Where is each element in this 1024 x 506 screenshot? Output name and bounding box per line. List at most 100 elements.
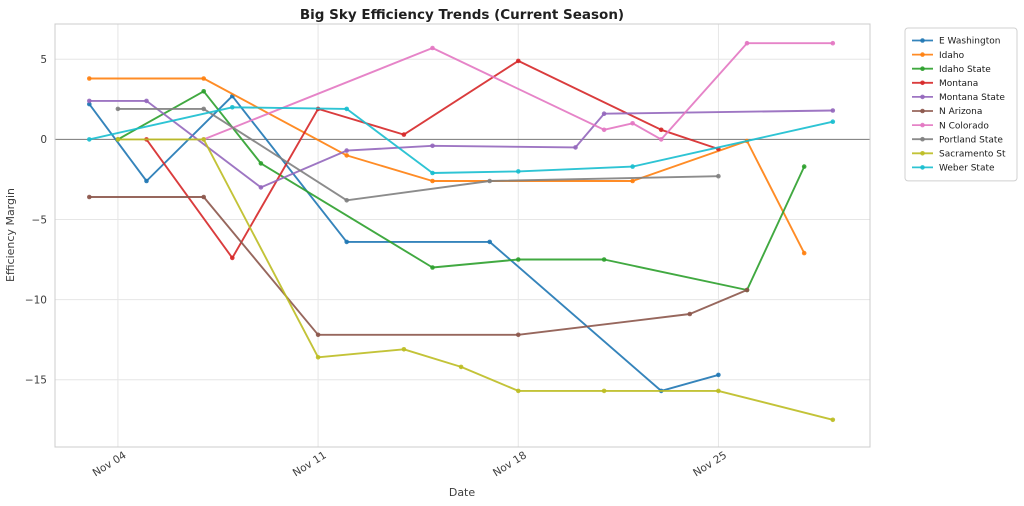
series-montana-state: [87, 98, 836, 190]
legend-item: N Colorado: [912, 121, 989, 131]
data-point-marker: [430, 45, 435, 51]
data-point-marker: [230, 105, 235, 110]
data-point-marker: [716, 388, 721, 394]
data-point-marker: [344, 239, 350, 245]
legend-label: E Washington: [939, 37, 1000, 47]
y-tick-label: 5: [40, 54, 47, 66]
data-point-marker: [87, 76, 92, 81]
series-line: [88, 196, 748, 336]
data-point-marker: [516, 388, 521, 394]
legend-swatch-marker: [920, 122, 925, 128]
data-point-marker: [201, 137, 206, 142]
legend-swatch-marker: [920, 165, 925, 170]
legend-item: Idaho State: [912, 65, 991, 75]
data-point-marker: [801, 250, 807, 256]
legend-swatch-marker: [920, 52, 925, 57]
data-point-marker: [230, 255, 235, 261]
data-point-marker: [344, 148, 350, 153]
x-tick-label: Nov 18: [491, 449, 529, 479]
legend-item: Idaho: [912, 51, 965, 61]
legend-label: Montana: [939, 79, 978, 89]
data-point-marker: [458, 364, 464, 370]
data-point-marker: [801, 164, 807, 169]
data-point-marker: [258, 185, 264, 190]
legend-item: Portland State: [912, 135, 1003, 145]
data-point-marker: [658, 137, 664, 142]
series-sacramento-st: [115, 137, 836, 423]
series-weber-state: [87, 105, 836, 176]
data-point-marker: [830, 417, 836, 423]
legend-swatch-marker: [920, 94, 925, 100]
data-point-marker: [144, 98, 149, 104]
data-point-marker: [516, 332, 521, 338]
data-point-marker: [601, 111, 607, 116]
legend-swatch-marker: [920, 66, 925, 71]
data-point-marker: [401, 132, 407, 137]
legend-item: N Arizona: [912, 107, 982, 117]
data-point-marker: [487, 178, 493, 184]
data-point-marker: [430, 265, 435, 270]
plot-border: [54, 23, 871, 448]
legend-swatch-marker: [920, 80, 925, 86]
data-point-marker: [516, 169, 521, 174]
data-point-marker: [487, 239, 493, 245]
legend-label: Idaho: [939, 51, 965, 61]
y-tick-label: 0: [40, 134, 47, 146]
series-line: [88, 99, 834, 189]
y-axis-label: Efficiency Margin: [4, 188, 17, 282]
x-tick-label: Nov 25: [691, 449, 729, 479]
data-point-marker: [630, 164, 635, 169]
legend-item: Weber State: [912, 164, 995, 174]
data-point-marker: [601, 388, 607, 394]
data-point-marker: [430, 143, 435, 149]
chart-title: Big Sky Efficiency Trends (Current Seaso…: [300, 7, 624, 23]
data-point-marker: [201, 194, 206, 200]
data-point-marker: [115, 137, 121, 142]
data-point-marker: [830, 108, 836, 113]
data-point-marker: [87, 194, 92, 200]
series-portland-state: [115, 106, 721, 203]
data-point-marker: [201, 106, 206, 112]
data-point-marker: [344, 153, 350, 158]
data-point-marker: [601, 127, 607, 133]
x-axis-label: Date: [449, 486, 476, 499]
grid-layer: [55, 24, 870, 447]
data-point-marker: [144, 178, 149, 184]
legend-swatch-marker: [920, 108, 925, 114]
legend-label: Portland State: [939, 135, 1003, 145]
legend-label: Montana State: [939, 93, 1005, 103]
data-point-marker: [430, 178, 435, 184]
data-point-marker: [87, 101, 92, 107]
legend: E Washington Idaho Idaho State Montana Monta…: [904, 27, 1018, 182]
legend-box: [904, 27, 1018, 182]
legend-label: Sacramento St: [939, 150, 1006, 160]
data-point-marker: [430, 170, 435, 176]
y-tick-label: −10: [25, 294, 47, 306]
series-idaho: [87, 76, 807, 256]
x-tick-label: Nov 04: [91, 449, 129, 479]
data-point-marker: [87, 137, 92, 142]
legend-item: Montana State: [912, 93, 1005, 103]
data-point-marker: [573, 145, 578, 150]
data-point-marker: [315, 332, 321, 338]
data-point-marker: [716, 372, 721, 378]
legend-label: Weber State: [939, 164, 995, 174]
legend-item: E Washington: [912, 37, 1000, 47]
data-point-marker: [630, 178, 635, 184]
series-n-colorado: [201, 40, 836, 142]
data-point-marker: [601, 257, 607, 262]
series-line: [145, 59, 720, 259]
legend-swatch-marker: [920, 136, 925, 142]
data-point-marker: [315, 355, 321, 360]
axis-layer: 5 0 −5 −10 −15 Nov 04 Nov 11 Nov 18 Nov 25: [25, 23, 871, 479]
data-point-marker: [830, 119, 836, 124]
legend-swatch-marker: [920, 151, 925, 156]
data-point-marker: [716, 173, 721, 179]
data-point-marker: [201, 89, 206, 94]
series-layer: [87, 40, 836, 423]
data-point-marker: [687, 311, 693, 317]
data-point-marker: [401, 347, 407, 352]
legend-label: N Colorado: [939, 121, 989, 131]
